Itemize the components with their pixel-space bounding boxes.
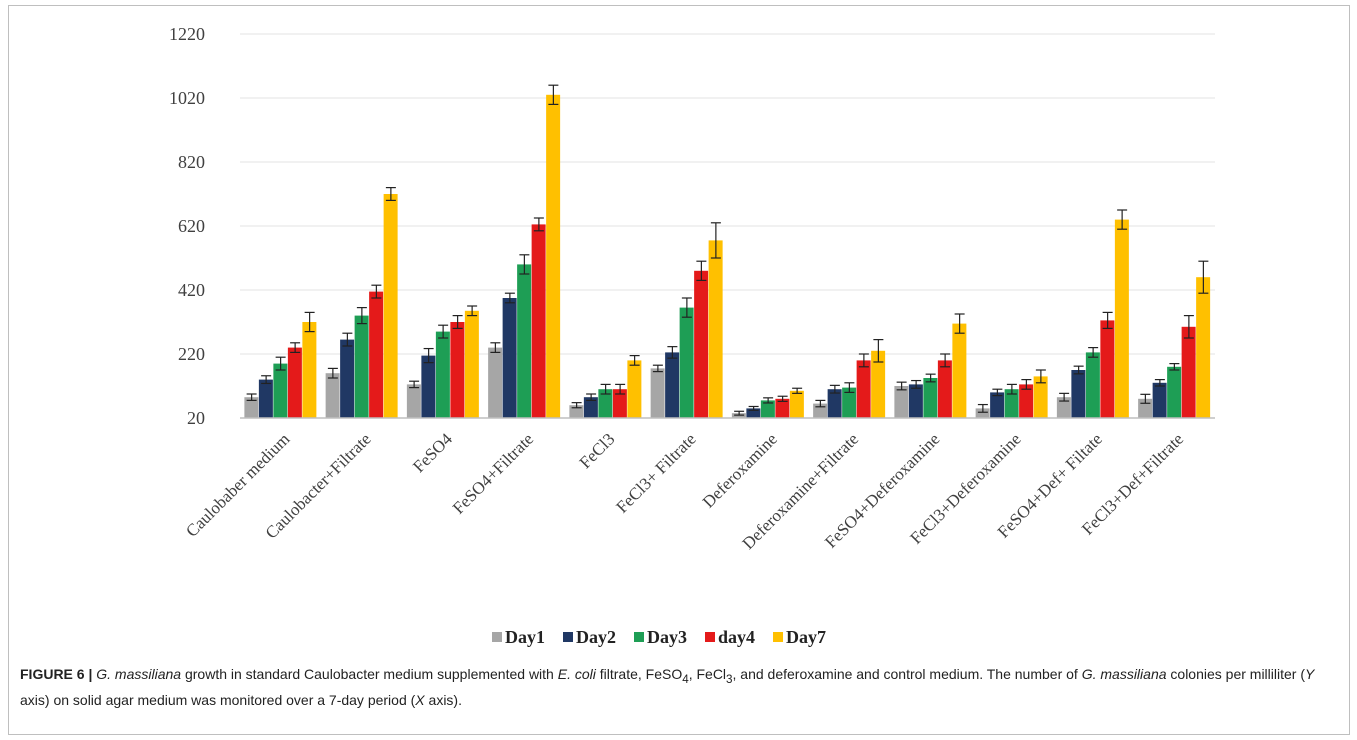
y-tick-label: 1020	[169, 88, 205, 108]
bar-day4	[1019, 384, 1034, 418]
bar-day7	[952, 323, 967, 418]
bar-day4	[1100, 320, 1115, 418]
bar-day1	[488, 347, 503, 418]
bar-day7	[627, 360, 642, 418]
y-tick-label: 220	[178, 344, 205, 364]
bar-day7	[302, 322, 317, 418]
bar-day1	[650, 368, 665, 418]
x-tick-label: FeCl3+ Filtrate	[612, 429, 699, 516]
bar-day2	[1152, 382, 1167, 418]
bar-day7	[464, 310, 479, 418]
bar-day4	[937, 360, 952, 418]
bar-day7	[383, 194, 398, 418]
legend-swatch	[634, 632, 644, 642]
caption-text: G. massiliana growth in standard Cauloba…	[20, 666, 1315, 708]
bar-day2	[827, 389, 842, 418]
bar-day4	[694, 270, 709, 418]
bar-day3	[1085, 352, 1100, 418]
legend-label: Day3	[647, 627, 687, 647]
bar-day2	[746, 408, 761, 418]
bar-day7	[1033, 376, 1048, 418]
bar-day3	[435, 331, 450, 418]
bar-day2	[908, 384, 923, 418]
legend-swatch	[773, 632, 784, 642]
bar-day7	[546, 94, 561, 419]
bar-day3	[517, 264, 532, 418]
bar-day3	[1004, 389, 1019, 418]
bar-day3	[354, 315, 369, 418]
bar-day4	[531, 224, 546, 418]
bar-day2	[421, 355, 436, 418]
bars	[244, 94, 1211, 419]
bar-day4	[612, 389, 627, 418]
bar-day1	[1056, 397, 1071, 418]
x-tick-label: Deferoxamine	[699, 429, 781, 511]
bar-day4	[856, 360, 871, 418]
bar-day4	[369, 291, 384, 418]
bar-day1	[406, 384, 421, 418]
y-axis-ticks: 20 220 420 620 820 1020 1220	[169, 24, 205, 428]
y-tick-label: 420	[178, 280, 205, 300]
gridlines	[240, 33, 1215, 355]
bar-day1	[244, 397, 259, 418]
error-bars	[246, 84, 1209, 416]
figure-caption: FIGURE 6 | G. massiliana growth in stand…	[20, 664, 1330, 710]
caption-label: FIGURE 6 |	[20, 666, 93, 682]
bar-day3	[923, 378, 938, 418]
x-tick-label: FeSO4+Filtrate	[449, 429, 537, 517]
bar-day3	[1167, 366, 1182, 418]
legend-swatch	[705, 632, 715, 642]
legend-label: Day7	[786, 627, 826, 647]
bar-day7	[789, 390, 804, 418]
bar-day1	[894, 386, 909, 418]
y-tick-label: 620	[178, 216, 205, 236]
bar-day7	[1114, 219, 1129, 418]
legend: Day1 Day2 Day3 day4 Day7	[492, 627, 826, 647]
bar-day4	[1181, 326, 1196, 418]
legend-swatch	[563, 632, 573, 642]
bar-day2	[990, 392, 1005, 418]
bar-day2	[502, 298, 517, 418]
bar-day2	[258, 379, 273, 418]
bar-day4	[450, 322, 465, 418]
y-tick-label: 20	[187, 408, 205, 428]
bar-day1	[325, 373, 340, 418]
x-tick-label: FeSO4	[409, 429, 456, 476]
bar-day1	[569, 405, 584, 418]
bar-day2	[1071, 370, 1086, 418]
y-tick-label: 820	[178, 152, 205, 172]
bar-day3	[679, 307, 694, 418]
bar-day2	[583, 397, 598, 418]
bar-day3	[760, 400, 775, 418]
bar-day3	[842, 387, 857, 418]
bar-day4	[287, 347, 302, 418]
legend-label: Day2	[576, 627, 616, 647]
x-tick-label: FeCl3	[576, 429, 619, 472]
y-tick-label: 1220	[169, 24, 205, 44]
bar-day3	[273, 363, 288, 418]
bar-day2	[665, 352, 680, 418]
bar-day1	[975, 408, 990, 418]
bar-chart: 20 220 420 620 820 1020 1220 Caulobaber medium…	[169, 24, 1215, 647]
bar-day4	[775, 398, 790, 418]
bar-day7	[1196, 277, 1211, 418]
legend-label: Day1	[505, 627, 545, 647]
bar-day2	[340, 339, 355, 418]
legend-swatch	[492, 632, 502, 642]
bar-day3	[598, 389, 613, 418]
bar-day7	[871, 350, 886, 418]
bar-day7	[708, 240, 723, 418]
legend-label: day4	[718, 627, 755, 647]
